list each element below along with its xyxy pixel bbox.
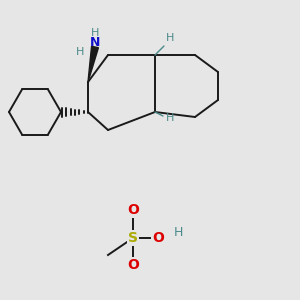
- Text: O: O: [127, 203, 139, 217]
- Text: H: H: [76, 47, 84, 57]
- Polygon shape: [88, 46, 98, 82]
- Text: H: H: [166, 113, 174, 123]
- Text: H: H: [173, 226, 183, 238]
- Text: S: S: [128, 231, 138, 245]
- Text: H: H: [91, 28, 99, 38]
- Text: O: O: [127, 258, 139, 272]
- Text: N: N: [90, 37, 100, 50]
- Text: O: O: [152, 231, 164, 245]
- Text: H: H: [166, 33, 174, 43]
